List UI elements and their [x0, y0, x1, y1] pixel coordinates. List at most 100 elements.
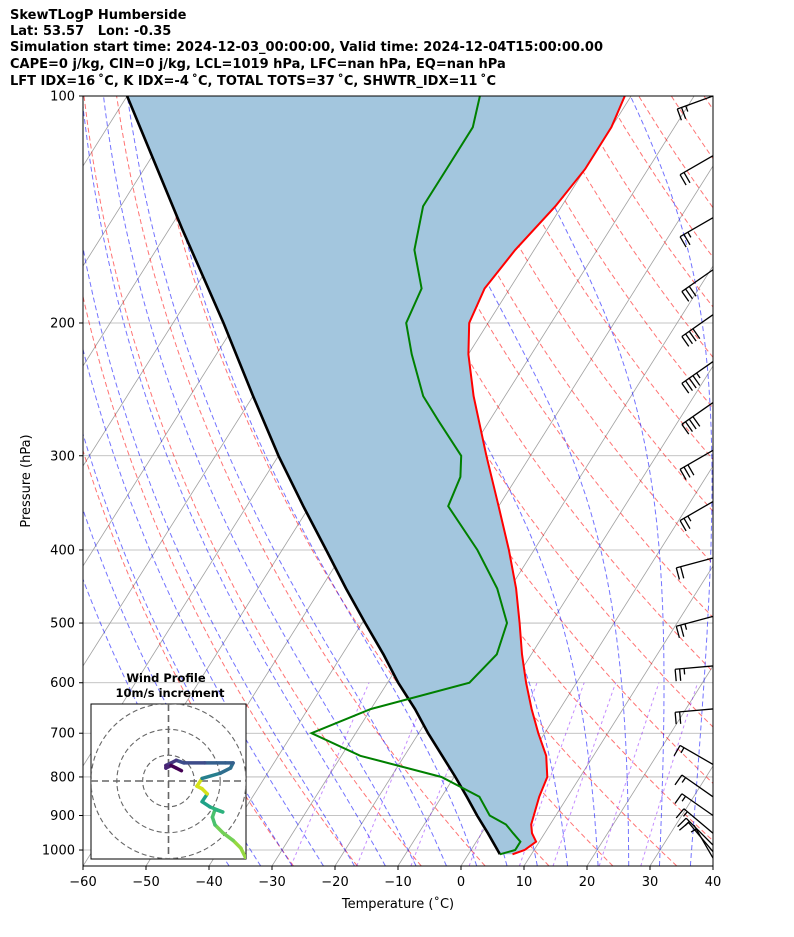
isotherm-line	[586, 665, 713, 866]
barb-shaft	[675, 708, 714, 713]
barb-feather	[681, 423, 690, 435]
x-tick-label: 40	[705, 875, 722, 890]
barb-shaft	[681, 402, 714, 425]
barb-half-feather	[684, 623, 688, 630]
wind-barb	[681, 402, 714, 435]
moist-adiabat	[83, 245, 355, 866]
barb-shaft	[681, 793, 714, 817]
wind-barb	[690, 824, 714, 859]
moist-adiabat	[103, 96, 417, 866]
x-tick-label: 10	[516, 875, 533, 890]
wind-barb	[679, 449, 714, 480]
isotherm-line	[460, 465, 713, 866]
moist-adiabat	[83, 347, 324, 866]
barb-half-feather	[687, 231, 692, 238]
barb-feather	[675, 808, 685, 819]
barb-feather	[683, 234, 691, 246]
barb-feather	[683, 172, 691, 184]
title-line-1: SkewTLogP Humberside	[10, 8, 187, 23]
isotherm-line	[712, 865, 713, 866]
wind-barb	[681, 314, 714, 347]
wind-barb	[681, 361, 714, 394]
barb-half-feather	[690, 828, 697, 833]
y-tick-label: 700	[50, 727, 75, 742]
barb-feather	[681, 291, 690, 302]
dry-adiabat	[377, 96, 713, 619]
barb-shaft	[677, 95, 714, 110]
hodograph-segment	[218, 766, 233, 775]
isotherm-line	[523, 565, 713, 866]
barb-shaft	[681, 774, 714, 798]
wind-barb	[674, 665, 714, 682]
barb-feather	[679, 468, 687, 480]
barb-shaft	[681, 314, 714, 338]
barb-half-feather	[680, 747, 685, 754]
y-tick-label: 100	[50, 90, 75, 105]
moist-adiabat	[629, 96, 713, 866]
moist-adiabat	[154, 96, 478, 866]
barb-feather	[680, 107, 687, 119]
x-tick-label: −30	[258, 875, 285, 890]
title-line-4: CAPE=0 j/kg, CIN=0 j/kg, LCL=1019 hPa, L…	[10, 57, 506, 72]
barb-feather	[677, 817, 687, 828]
moist-adiabat	[83, 508, 262, 866]
y-tick-label: 600	[50, 676, 75, 691]
y-axis-label: Pressure (hPa)	[19, 434, 34, 527]
barb-feather	[688, 418, 697, 430]
barb-feather	[692, 375, 701, 386]
barb-half-feather	[682, 811, 688, 817]
title-line-5: LFT IDX=16 ˚C, K IDX=-4 ˚C, TOTAL TOTS=3…	[10, 74, 497, 89]
dry-adiabat	[344, 96, 713, 673]
y-tick-label: 800	[50, 770, 75, 785]
mixing-ratio-line	[356, 682, 432, 866]
barb-feather	[675, 567, 681, 580]
wind-barb	[677, 817, 714, 846]
isotherm-line	[334, 265, 713, 866]
hodograph-segment	[239, 846, 246, 859]
mixing-ratio-line	[598, 682, 660, 866]
wind-barb	[675, 557, 714, 580]
x-tick-label: −20	[321, 875, 348, 890]
mixing-ratio-line	[410, 682, 483, 866]
wind-barb	[681, 269, 714, 302]
barb-feather	[676, 108, 683, 121]
hodograph-segment	[174, 766, 184, 773]
dry-adiabat	[769, 96, 794, 866]
barb-shaft	[693, 824, 714, 859]
barb-feather	[685, 421, 693, 432]
dry-adiabat	[605, 96, 713, 258]
barb-feather	[683, 466, 691, 478]
hodograph-plot	[91, 704, 246, 859]
hodograph-subtitle: 10m/s increment	[116, 686, 225, 700]
y-tick-label: 1000	[42, 844, 75, 859]
barb-feather	[688, 377, 697, 389]
y-tick-label: 400	[50, 543, 75, 558]
barb-feather	[688, 330, 697, 342]
y-tick-label: 900	[50, 809, 75, 824]
hodograph-segment	[221, 830, 235, 843]
isotherm-line	[83, 96, 254, 367]
barb-half-feather	[681, 777, 687, 783]
y-tick-label: 500	[50, 617, 75, 632]
barb-shaft	[679, 449, 714, 470]
barb-shaft	[681, 361, 714, 384]
x-tick-label: 0	[457, 875, 465, 890]
isotherm-line	[0, 96, 1, 866]
wind-barb	[674, 708, 714, 725]
x-axis-label: Temperature (˚C)	[341, 896, 454, 912]
hodograph-segment	[200, 771, 222, 781]
cin-shading	[127, 96, 625, 855]
title-line-2: Lat: 53.57 Lon: -0.35	[10, 24, 172, 39]
barb-shaft	[679, 155, 714, 176]
wind-barb	[679, 155, 714, 186]
barb-half-feather	[685, 105, 689, 112]
barb-feather	[685, 333, 693, 345]
dry-adiabat	[572, 96, 713, 308]
wind-barb	[675, 808, 714, 834]
x-tick-label: −10	[384, 875, 411, 890]
barb-feather	[673, 745, 681, 757]
barb-feather	[680, 624, 685, 637]
barb-shaft	[676, 557, 714, 569]
dewpoint-line	[308, 96, 522, 856]
dry-adiabat	[181, 96, 614, 866]
